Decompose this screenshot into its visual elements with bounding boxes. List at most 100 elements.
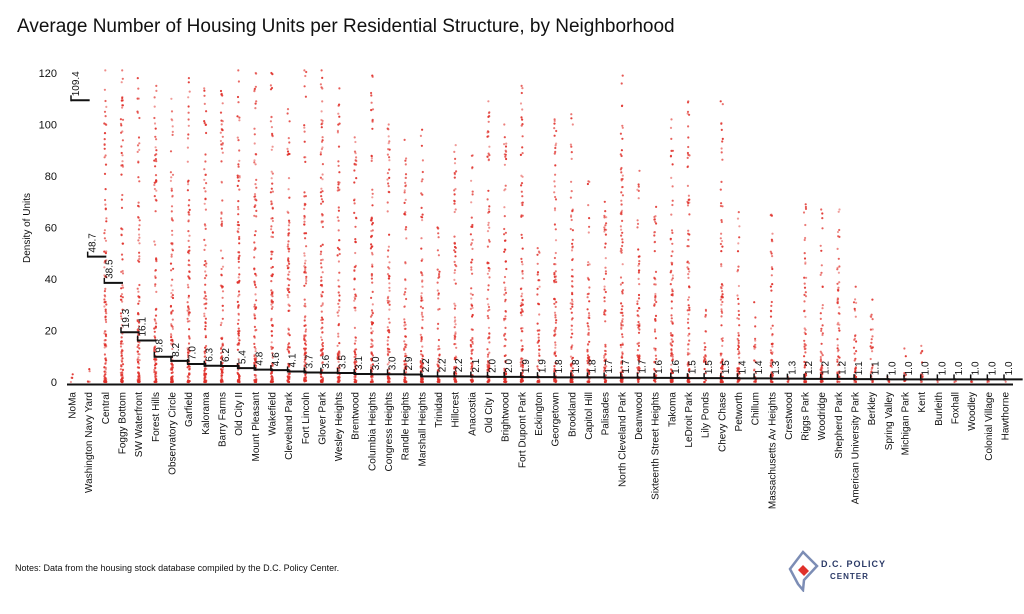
data-point xyxy=(403,363,406,366)
data-point xyxy=(571,280,574,283)
data-point xyxy=(421,355,424,358)
data-point xyxy=(554,380,557,383)
data-point xyxy=(204,307,207,310)
data-point xyxy=(521,263,524,266)
category-label: Sixteenth Street Heights xyxy=(651,392,662,500)
data-point xyxy=(104,362,107,365)
data-point xyxy=(421,345,424,348)
data-point xyxy=(553,281,556,284)
data-point xyxy=(704,313,707,317)
chart-notes: Notes: Data from the housing stock datab… xyxy=(15,563,340,573)
data-point xyxy=(571,356,575,359)
data-point xyxy=(488,269,491,272)
data-point xyxy=(671,261,674,265)
data-point xyxy=(603,285,606,288)
data-point xyxy=(155,199,158,202)
data-point xyxy=(504,286,507,289)
data-point xyxy=(237,205,240,209)
data-point xyxy=(253,325,256,328)
data-point xyxy=(303,223,306,226)
data-point xyxy=(236,300,239,303)
data-point xyxy=(186,366,189,369)
data-point xyxy=(621,238,624,241)
data-point xyxy=(338,252,341,256)
data-point xyxy=(737,309,740,313)
data-point xyxy=(619,225,623,228)
data-point xyxy=(171,219,174,222)
data-point xyxy=(321,225,324,229)
data-point xyxy=(637,331,641,334)
data-point xyxy=(221,257,224,260)
data-point xyxy=(303,324,306,327)
data-point xyxy=(455,373,458,376)
data-point xyxy=(420,247,423,250)
data-point xyxy=(388,331,391,334)
data-point xyxy=(103,298,106,301)
data-point xyxy=(187,230,190,233)
data-point xyxy=(687,125,690,128)
data-point xyxy=(337,123,340,126)
data-point xyxy=(120,145,123,148)
category-label: Berkley xyxy=(867,392,878,425)
mean-value-label: 9.8 xyxy=(154,338,165,352)
data-point xyxy=(121,286,125,289)
data-point xyxy=(604,313,607,316)
data-point xyxy=(120,298,123,301)
data-point xyxy=(803,339,806,342)
data-point xyxy=(204,348,208,352)
data-point xyxy=(121,118,125,121)
data-point xyxy=(454,246,457,249)
data-point xyxy=(237,276,240,279)
data-point xyxy=(421,216,424,219)
data-point xyxy=(587,204,590,207)
data-point xyxy=(437,345,440,348)
data-point xyxy=(338,364,341,367)
data-point xyxy=(570,298,574,301)
data-point xyxy=(120,131,123,134)
data-point xyxy=(555,129,558,133)
data-point xyxy=(186,137,190,140)
data-point xyxy=(171,229,174,232)
data-point xyxy=(821,332,824,335)
data-point xyxy=(170,210,173,213)
data-point xyxy=(420,206,423,209)
data-point xyxy=(620,171,623,174)
data-point xyxy=(254,283,257,286)
data-point xyxy=(337,335,340,338)
data-point xyxy=(520,214,523,217)
data-point xyxy=(303,214,306,218)
data-point xyxy=(520,233,523,236)
data-point xyxy=(353,326,356,329)
data-point xyxy=(688,339,691,342)
data-point xyxy=(520,287,523,290)
data-point xyxy=(554,341,557,344)
data-point xyxy=(870,347,873,350)
category-label: Hillcrest xyxy=(451,392,462,428)
mean-value-label: 1.9 xyxy=(538,359,549,373)
data-point xyxy=(354,240,357,243)
data-point xyxy=(303,252,306,255)
data-point xyxy=(303,316,306,319)
data-point xyxy=(221,290,225,293)
data-point xyxy=(553,263,556,266)
data-point xyxy=(453,337,456,341)
data-point xyxy=(120,151,123,155)
data-point xyxy=(404,365,408,368)
data-point xyxy=(288,291,291,294)
data-point xyxy=(137,375,140,378)
data-point xyxy=(669,126,673,129)
data-point xyxy=(836,344,839,347)
data-point xyxy=(121,272,125,275)
data-point xyxy=(238,375,241,378)
data-point xyxy=(437,236,440,239)
data-point xyxy=(187,252,191,255)
data-point xyxy=(687,267,690,271)
data-point xyxy=(236,184,239,187)
data-point xyxy=(720,122,723,125)
data-point xyxy=(221,142,224,145)
data-point xyxy=(321,178,324,181)
data-point xyxy=(486,131,489,134)
data-point xyxy=(721,137,724,140)
data-point xyxy=(303,69,306,72)
data-point xyxy=(771,232,774,235)
